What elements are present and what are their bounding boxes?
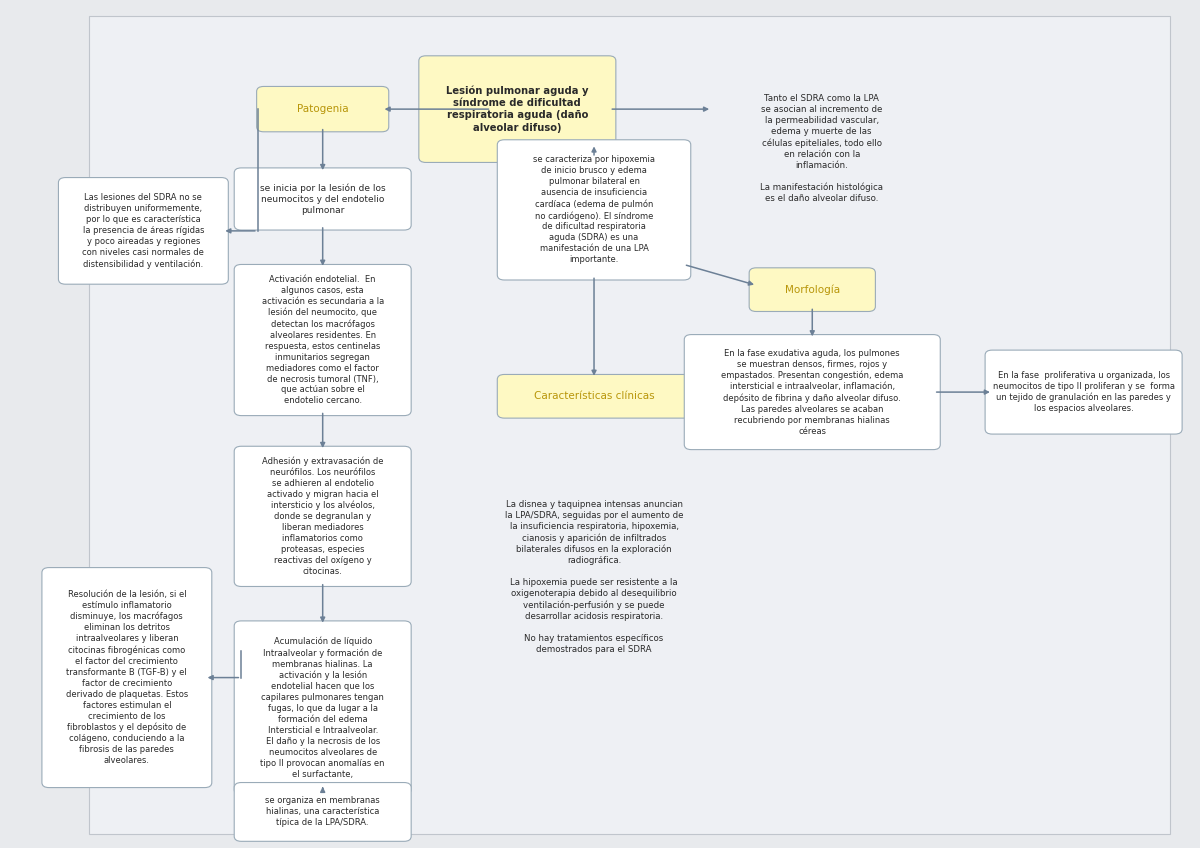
Text: Morfología: Morfología	[785, 284, 840, 295]
Text: se caracteriza por hipoxemia
de inicio brusco y edema
pulmonar bilateral en
ause: se caracteriza por hipoxemia de inicio b…	[533, 155, 655, 265]
FancyBboxPatch shape	[234, 265, 412, 416]
Text: Características clínicas: Características clínicas	[534, 391, 654, 401]
Text: se inicia por la lesión de los
neumocitos y del endotelio
pulmonar: se inicia por la lesión de los neumocito…	[260, 183, 385, 215]
Text: Lesión pulmonar aguda y
síndrome de dificultad
respiratoria aguda (daño
alveolar: Lesión pulmonar aguda y síndrome de difi…	[446, 86, 588, 133]
FancyBboxPatch shape	[749, 268, 875, 311]
Text: Resolución de la lesión, si el
estímulo inflamatorio
disminuye, los macrófagos
e: Resolución de la lesión, si el estímulo …	[66, 590, 188, 765]
Text: Acumulación de líquido
Intraalveolar y formación de
membranas hialinas. La
activ: Acumulación de líquido Intraalveolar y f…	[260, 637, 385, 779]
FancyBboxPatch shape	[497, 140, 691, 280]
FancyBboxPatch shape	[42, 567, 211, 788]
FancyBboxPatch shape	[684, 335, 941, 449]
FancyBboxPatch shape	[59, 177, 228, 284]
FancyBboxPatch shape	[234, 446, 412, 587]
Text: En la fase exudativa aguda, los pulmones
se muestran densos, firmes, rojos y
emp: En la fase exudativa aguda, los pulmones…	[721, 349, 904, 436]
FancyBboxPatch shape	[234, 621, 412, 795]
FancyBboxPatch shape	[497, 375, 691, 418]
Text: La disnea y taquipnea intensas anuncian
la LPA/SDRA, seguidas por el aumento de
: La disnea y taquipnea intensas anuncian …	[505, 500, 683, 654]
Text: Las lesiones del SDRA no se
distribuyen uniformemente,
por lo que es característ: Las lesiones del SDRA no se distribuyen …	[83, 193, 204, 269]
FancyBboxPatch shape	[703, 66, 940, 232]
Text: se organiza en membranas
hialinas, una característica
típica de la LPA/SDRA.: se organiza en membranas hialinas, una c…	[265, 796, 380, 828]
Text: Activación endotelial.  En
algunos casos, esta
activación es secundaria a la
les: Activación endotelial. En algunos casos,…	[262, 275, 384, 405]
FancyBboxPatch shape	[234, 783, 412, 841]
Text: Tanto el SDRA como la LPA
se asocian al incremento de
la permeabilidad vascular,: Tanto el SDRA como la LPA se asocian al …	[761, 94, 883, 203]
Text: Patogenia: Patogenia	[296, 104, 348, 114]
FancyBboxPatch shape	[985, 350, 1182, 434]
FancyBboxPatch shape	[476, 482, 712, 672]
FancyBboxPatch shape	[257, 86, 389, 131]
Text: En la fase  proliferativa u organizada, los
neumocitos de tipo II proliferan y s: En la fase proliferativa u organizada, l…	[992, 371, 1175, 413]
FancyBboxPatch shape	[89, 16, 1170, 834]
Text: Adhesión y extravasación de
neurófilos. Los neurófilos
se adhieren al endotelio
: Adhesión y extravasación de neurófilos. …	[262, 456, 384, 577]
FancyBboxPatch shape	[419, 56, 616, 163]
FancyBboxPatch shape	[234, 168, 412, 230]
